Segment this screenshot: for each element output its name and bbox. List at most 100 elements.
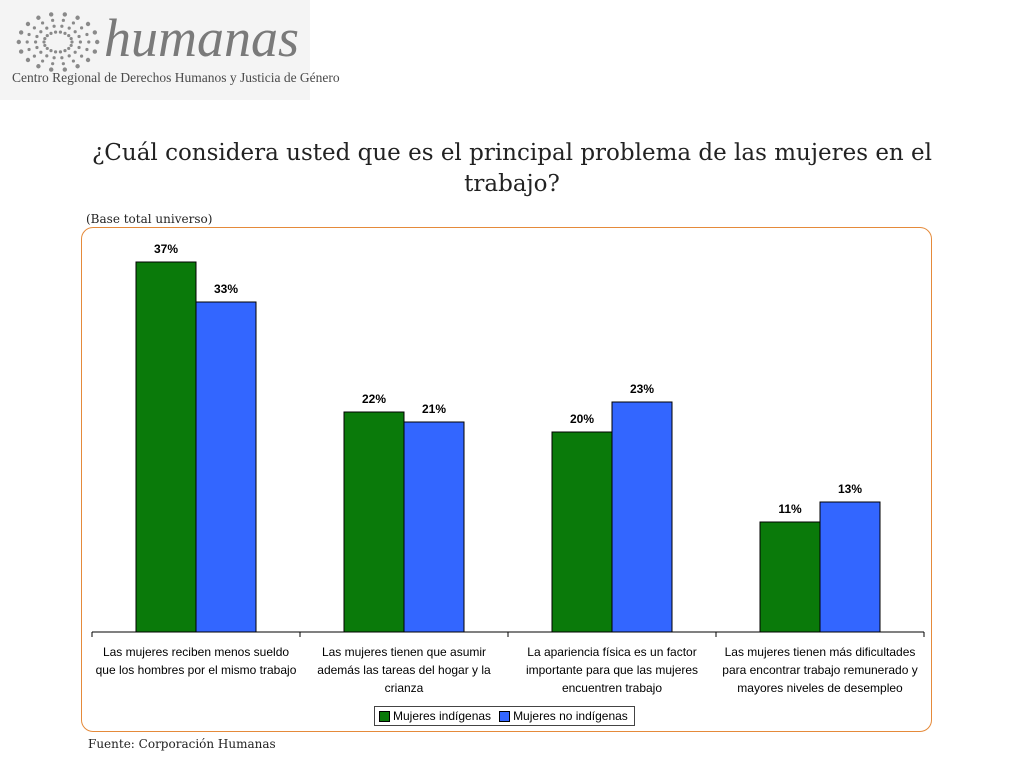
- logo-dot: [34, 40, 38, 44]
- logo-dot: [69, 36, 73, 41]
- category-label: Las mujeres tienen que asumir además las…: [317, 645, 491, 695]
- logo-dot: [60, 24, 64, 28]
- logo-dot: [58, 50, 63, 54]
- data-label: 33%: [214, 282, 238, 296]
- logo-dot: [48, 67, 54, 72]
- legend: Mujeres indígenas Mujeres no indígenas: [374, 706, 635, 726]
- bar-series2: [819, 501, 881, 633]
- logo-dot: [45, 54, 49, 58]
- bar-series2: [195, 301, 257, 633]
- logo-dot: [18, 49, 24, 54]
- logo-dot: [53, 50, 58, 54]
- logo-dot: [45, 33, 49, 38]
- logo-dot: [18, 30, 24, 35]
- logo-dot: [67, 46, 71, 51]
- logo-dot: [67, 33, 71, 38]
- legend-label-series2: Mujeres no indígenas: [513, 709, 628, 723]
- legend-item-series1: Mujeres indígenas: [379, 709, 491, 723]
- logo-dot: [45, 46, 49, 51]
- logo-emblem-icon: [16, 12, 100, 72]
- logo-dot: [43, 36, 47, 41]
- logo-dot: [92, 49, 98, 54]
- logo-dot: [52, 24, 56, 28]
- legend-item-series2: Mujeres no indígenas: [499, 709, 628, 723]
- logo-dot: [58, 30, 63, 34]
- logo-dot: [49, 49, 53, 53]
- logo-dot: [85, 47, 89, 52]
- logo-dot: [32, 54, 37, 58]
- logo-dot: [60, 56, 64, 60]
- logo-dot: [79, 54, 84, 58]
- category-label: Las mujeres tienen más dificultades para…: [722, 645, 918, 695]
- logo-dot: [36, 64, 41, 69]
- logo-dot: [39, 50, 43, 54]
- logo-dot: [41, 21, 45, 25]
- logo-dot: [41, 59, 45, 63]
- logo-dot: [70, 40, 74, 44]
- logo-dot: [36, 15, 41, 20]
- logo-dot: [49, 31, 53, 35]
- logo-dot: [51, 18, 55, 22]
- legend-swatch-series2: [499, 710, 511, 722]
- logo-dot: [67, 54, 71, 58]
- bar-series2: [611, 401, 673, 633]
- data-label: 13%: [838, 482, 862, 496]
- logo: humanas Centro Regional de Derechos Huma…: [0, 0, 340, 100]
- bar-series1: [343, 411, 405, 633]
- logo-dot: [39, 30, 43, 34]
- data-label: 23%: [630, 382, 654, 396]
- logo-dot: [75, 64, 80, 69]
- legend-swatch-series1: [379, 710, 390, 722]
- logo-dot: [85, 57, 91, 63]
- bar-series1: [551, 431, 613, 633]
- logo-name: humanas: [104, 8, 300, 68]
- logo-dot: [52, 56, 56, 60]
- logo-dot: [71, 59, 75, 63]
- logo-dot: [63, 31, 67, 35]
- logo-dot: [95, 39, 100, 45]
- logo-dot: [73, 50, 77, 54]
- logo-dot: [43, 43, 47, 48]
- logo-dot: [25, 40, 29, 44]
- logo-dot: [67, 26, 71, 30]
- logo-dot: [25, 57, 31, 63]
- data-label: 22%: [362, 392, 386, 406]
- logo-dot: [73, 30, 77, 34]
- logo-dot: [16, 39, 21, 45]
- logo-dot: [25, 21, 31, 27]
- logo-dot: [92, 30, 98, 35]
- logo-dot: [35, 34, 39, 39]
- logo-dot: [32, 26, 37, 30]
- logo-dot: [27, 47, 31, 52]
- base-note: (Base total universo): [86, 212, 213, 226]
- logo-dot: [77, 34, 81, 39]
- logo-dot: [71, 21, 75, 25]
- chart-frame: [81, 227, 932, 732]
- logo-dot: [62, 67, 68, 72]
- logo-dot: [61, 62, 65, 66]
- logo-dot: [75, 15, 80, 20]
- logo-dot: [85, 32, 89, 37]
- category-label: La apariencia física es un factor import…: [525, 645, 699, 695]
- logo-dot: [79, 26, 84, 30]
- data-label: 37%: [154, 242, 178, 256]
- logo-dot: [45, 26, 49, 30]
- logo-dot: [69, 43, 73, 48]
- logo-dot: [63, 49, 67, 53]
- logo-dot: [87, 40, 91, 44]
- legend-label-series1: Mujeres indígenas: [393, 709, 492, 723]
- logo-dot: [62, 12, 68, 17]
- data-label: 11%: [778, 502, 802, 516]
- logo-dot: [48, 12, 54, 17]
- logo-dot: [35, 45, 39, 50]
- logo-dot: [61, 18, 65, 22]
- chart-title: ¿Cuál considera usted que es el principa…: [91, 140, 933, 197]
- logo-dot: [53, 30, 58, 34]
- bar-series1: [759, 521, 821, 633]
- category-label: Las mujeres reciben menos sueldo que los…: [95, 645, 297, 677]
- logo-dot: [78, 40, 82, 44]
- logo-dot: [42, 40, 46, 44]
- logo-dot: [51, 62, 55, 66]
- bar-series1: [135, 261, 197, 633]
